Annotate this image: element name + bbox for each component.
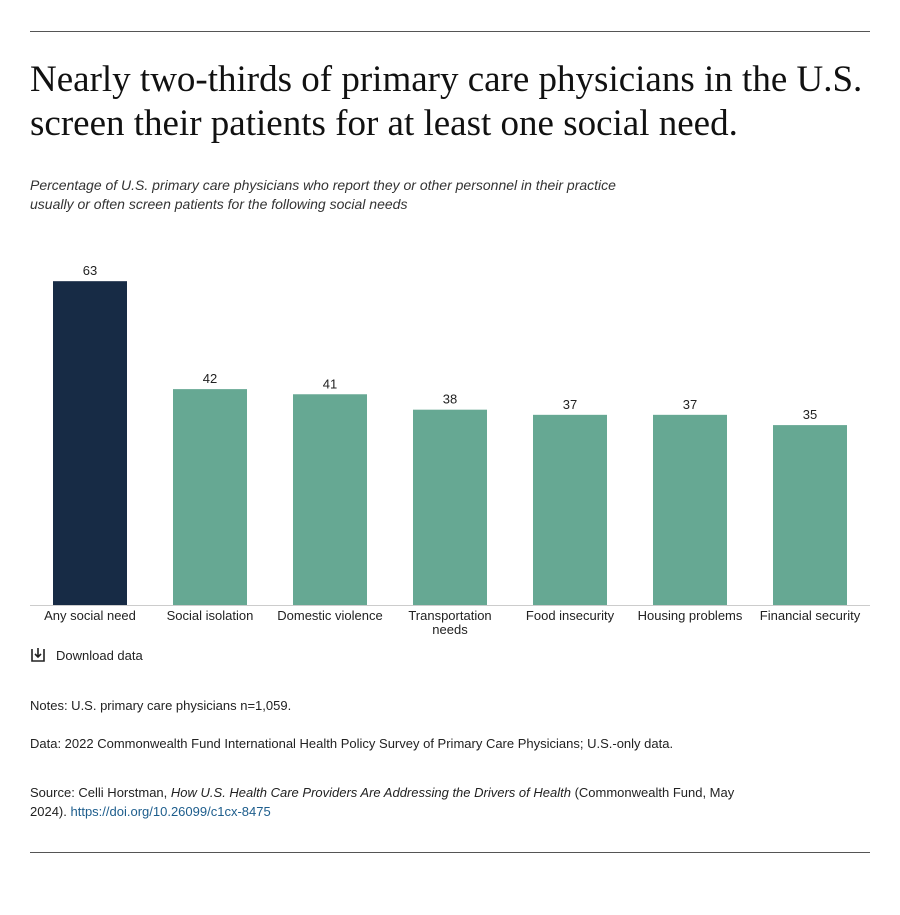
download-icon <box>31 648 45 662</box>
source-link[interactable]: https://doi.org/10.26099/c1cx-8475 <box>70 804 271 819</box>
source-title: How U.S. Health Care Providers Are Addre… <box>170 785 571 800</box>
value-label: 38 <box>443 392 457 407</box>
x-tick-label: Food insecurity <box>525 608 615 623</box>
value-label: 41 <box>323 376 337 391</box>
bar <box>533 414 607 605</box>
x-tick-label: Transportation needs <box>408 608 492 637</box>
notes: Notes: U.S. primary care physicians n=1,… <box>30 698 292 713</box>
bar <box>773 425 847 605</box>
chart-subtitle: Percentage of U.S. primary care physicia… <box>30 177 616 212</box>
source: Source: Celli Horstman, How U.S. Health … <box>30 783 770 821</box>
value-label: 35 <box>803 407 817 422</box>
value-label: 37 <box>563 397 577 412</box>
bar <box>413 409 487 605</box>
bottom-rule <box>30 852 870 853</box>
bar <box>293 394 367 605</box>
chart-title: Nearly two-thirds of primary care physic… <box>30 59 863 144</box>
top-rule <box>30 31 870 32</box>
value-label: 63 <box>83 263 97 278</box>
download-button[interactable]: Download data <box>30 647 143 663</box>
data-note: Data: 2022 Commonwealth Fund Internation… <box>30 736 674 751</box>
x-tick-label: Social isolation <box>166 608 254 623</box>
value-label: 42 <box>203 371 217 386</box>
value-label: 37 <box>683 397 697 412</box>
x-tick-label: Domestic violence <box>277 608 383 623</box>
source-prefix: Source: Celli Horstman, <box>30 785 168 800</box>
download-label[interactable]: Download data <box>56 647 143 663</box>
chart: 63 42 41 38 37 37 35 <box>30 263 870 606</box>
source-suffix: (Commonwealth Fund, May 2024). <box>30 785 735 819</box>
bar <box>653 414 727 605</box>
x-tick-label: Housing problems <box>637 608 743 623</box>
x-tick-label: Financial security <box>759 608 861 623</box>
bar <box>173 389 247 605</box>
x-tick-label: Any social need <box>44 608 136 623</box>
bar <box>53 281 127 605</box>
